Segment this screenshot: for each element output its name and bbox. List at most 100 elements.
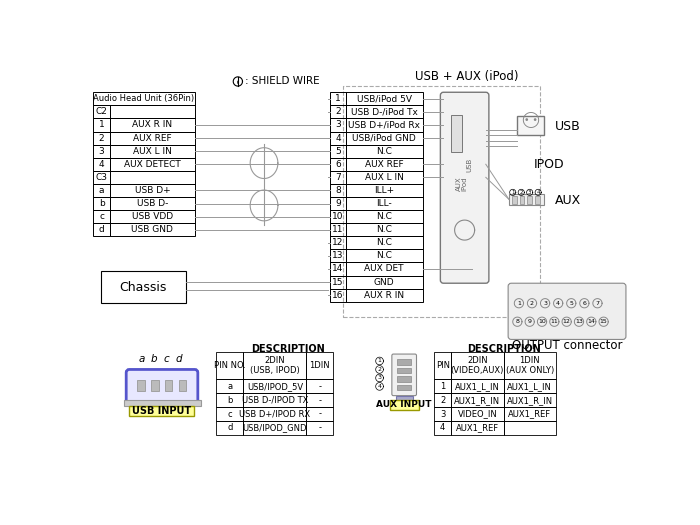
Text: AUX L IN: AUX L IN [133,146,172,156]
Text: 5: 5 [335,146,341,156]
Bar [101,271,186,303]
Bar [535,196,540,204]
Text: DESCRIPTION: DESCRIPTION [251,344,326,354]
Text: 15: 15 [600,319,608,324]
Text: USB D+/IPOD RX: USB D+/IPOD RX [239,410,310,418]
Text: 3: 3 [377,375,382,381]
Text: 4: 4 [440,424,445,433]
Text: c: c [99,212,104,221]
Bar [93,171,110,184]
Text: AUX1_L_IN: AUX1_L_IN [455,382,500,391]
Text: USB + AUX (iPod): USB + AUX (iPod) [415,70,518,83]
Bar [330,119,346,132]
Bar [216,407,244,421]
Bar [330,158,346,171]
Bar [452,114,462,152]
Text: 11: 11 [550,319,558,324]
Bar [503,421,556,435]
Bar [307,352,333,380]
Text: C2: C2 [96,108,108,117]
Bar [93,144,110,157]
Text: USB D+/iPod Rx: USB D+/iPod Rx [348,120,420,130]
Text: 9: 9 [528,319,532,324]
Bar [512,196,517,204]
Bar [216,421,244,435]
Text: -: - [318,396,321,405]
Text: 1: 1 [440,382,445,391]
Bar [346,106,423,119]
Text: 8: 8 [335,186,341,195]
Bar [110,223,195,236]
Text: 1: 1 [517,301,521,306]
Text: AUX1_REF: AUX1_REF [508,410,552,418]
Bar [151,380,158,391]
Text: 10: 10 [538,319,546,324]
Bar [503,407,556,421]
Text: : SHIELD WIRE: : SHIELD WIRE [245,77,319,87]
Bar [452,352,503,380]
Bar [93,92,195,106]
Bar [434,407,452,421]
Text: ⚇: ⚇ [519,111,540,131]
Text: 4: 4 [99,160,104,169]
Text: AUX1_L_IN: AUX1_L_IN [508,382,552,391]
Bar [398,368,411,373]
Bar [434,380,452,393]
Text: 12: 12 [332,238,344,247]
Bar [244,421,307,435]
Bar [244,352,307,380]
Text: C3: C3 [96,173,108,182]
Text: 8: 8 [515,319,519,324]
Text: iPod: iPod [461,176,467,191]
Text: VIDEO_IN: VIDEO_IN [458,410,497,418]
Text: d: d [99,225,104,234]
Bar [330,171,346,184]
Text: c: c [228,410,232,418]
Bar [307,421,333,435]
Text: AUX: AUX [456,176,462,191]
Bar [110,158,195,171]
Bar [346,197,423,210]
Bar [216,380,244,393]
Text: 4: 4 [536,190,540,195]
Text: -: - [318,410,321,418]
Bar [93,106,110,119]
Text: 14: 14 [587,319,595,324]
Bar [452,380,503,393]
Bar [307,393,333,407]
Bar [330,236,346,249]
Text: N.C: N.C [376,225,392,234]
Bar [434,352,452,380]
Text: N.C: N.C [376,146,392,156]
Bar [164,380,172,391]
Bar [452,421,503,435]
Text: PIN: PIN [435,361,449,370]
Text: 5: 5 [569,301,573,306]
FancyBboxPatch shape [508,283,626,340]
Bar [93,158,110,171]
Text: USB VDD: USB VDD [132,212,173,221]
Text: USB/iPod 5V: USB/iPod 5V [357,94,412,103]
Text: 1DIN: 1DIN [309,361,330,370]
Bar [110,119,195,132]
Bar [110,144,195,157]
Text: 13: 13 [332,251,344,260]
Text: USB D+: USB D+ [134,186,170,195]
Bar [398,376,411,382]
Bar [503,380,556,393]
Text: b: b [99,199,104,208]
Bar [330,289,346,302]
Text: 15: 15 [332,278,344,287]
Text: USB: USB [555,120,581,133]
Text: 12: 12 [563,319,570,324]
Text: 1: 1 [511,190,514,195]
Bar [344,86,540,317]
Bar [110,184,195,197]
Text: a: a [228,382,232,391]
Bar [346,210,423,223]
Text: 3: 3 [528,190,531,195]
Text: 1: 1 [335,94,341,103]
Text: N.C: N.C [376,238,392,247]
Bar [330,132,346,144]
Text: 1DIN
(AUX ONLY): 1DIN (AUX ONLY) [505,356,554,375]
